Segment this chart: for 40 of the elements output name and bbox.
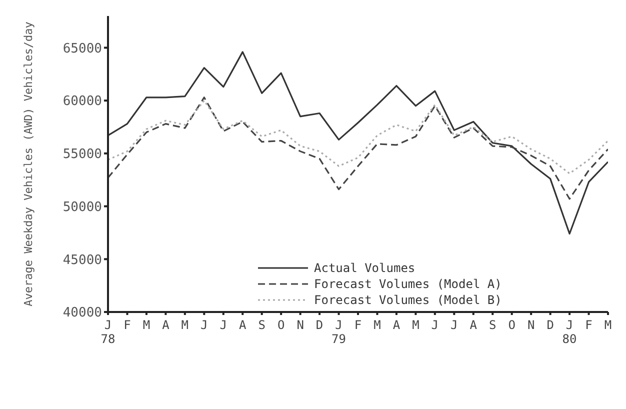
y-axis-title: Average Weekday Vehicles (AWD) Vehicles/day xyxy=(22,21,35,306)
x-tick-label: N xyxy=(527,318,535,332)
y-tick-label: 65000 xyxy=(62,41,102,56)
x-tick-label: O xyxy=(277,318,285,332)
x-tick-label: J 79 xyxy=(332,318,346,346)
x-tick-label: J 78 xyxy=(100,318,116,346)
x-tick-label: J xyxy=(220,318,227,332)
x-tick-label: A xyxy=(162,318,170,332)
legend-label: Forecast Volumes (Model B) xyxy=(314,293,502,307)
x-tick-label: F xyxy=(354,318,362,332)
x-tick-label: F xyxy=(124,318,131,332)
x-tick-label: O xyxy=(508,318,516,332)
y-tick-label: 60000 xyxy=(62,94,102,110)
x-tick-label: J xyxy=(200,318,208,332)
x-tick-label: D xyxy=(546,318,554,332)
x-tick-label: D xyxy=(316,318,324,332)
x-tick-label: A xyxy=(392,318,401,332)
x-tick-label: M xyxy=(604,318,612,332)
line-series xyxy=(108,51,608,235)
x-tick-label: M xyxy=(374,318,381,332)
x-tick-label: A xyxy=(239,318,247,332)
legend-label: Forecast Volumes (Model A) xyxy=(314,277,502,291)
x-tick-label: J 80 xyxy=(562,318,577,346)
y-tick-label: 45000 xyxy=(62,252,102,268)
x-tick-label: F xyxy=(585,318,592,332)
x-tick-label: M xyxy=(142,318,150,332)
x-tick-label: M xyxy=(181,318,189,332)
y-tick-label: 50000 xyxy=(62,200,102,215)
x-tick-label: J xyxy=(431,318,439,332)
y-tick-label: 55000 xyxy=(62,147,102,162)
x-tick-label: M xyxy=(412,318,420,332)
line-series xyxy=(108,100,608,174)
x-tick-label: S xyxy=(489,318,496,332)
x-tick-label: J xyxy=(450,318,458,332)
x-tick-label: S xyxy=(258,318,266,332)
y-tick-label: 40000 xyxy=(62,306,102,321)
x-tick-label: N xyxy=(296,318,304,332)
legend-label: Actual Volumes xyxy=(314,261,416,275)
line-series xyxy=(108,96,608,200)
x-tick-label: A xyxy=(470,318,478,332)
